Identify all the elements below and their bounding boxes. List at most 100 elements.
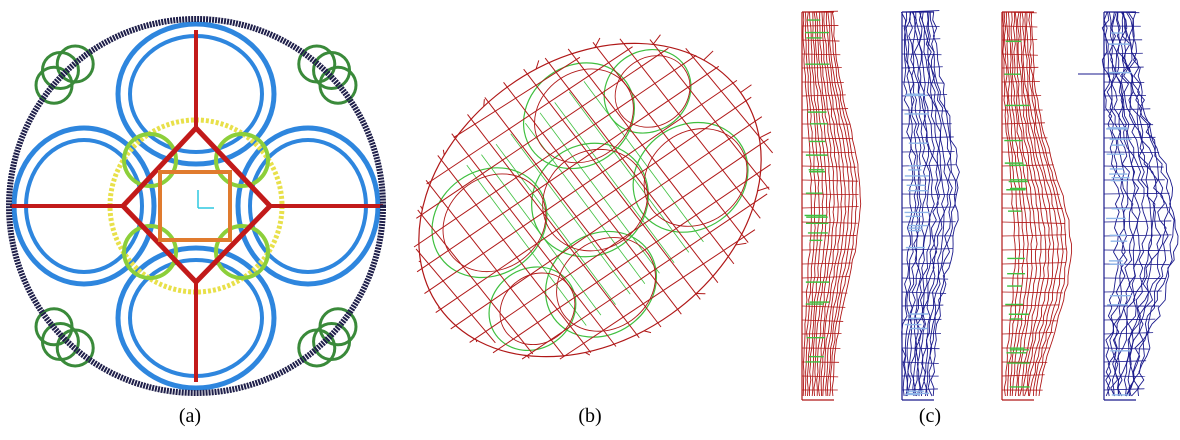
c3-strand-7: [1017, 11, 1047, 397]
c2-strand-13: [930, 11, 960, 397]
c3-tie-54: [1001, 53, 1038, 56]
grid-line-v-15: [453, 56, 581, 138]
inner-arc-3: [122, 132, 178, 188]
c2-strand-4: [910, 11, 927, 397]
cusp-arc-0-2: [318, 65, 358, 105]
grid-line-v-22: [450, 116, 763, 330]
rim-spike-17: [703, 50, 714, 61]
c1-tie-292: [801, 291, 848, 294]
green-grid-27: [466, 164, 587, 326]
rim-spike-3: [735, 242, 747, 246]
grid-line-v-20: [424, 79, 738, 295]
c1-tie-180: [801, 179, 859, 182]
grid-line-v-18: [413, 54, 697, 248]
green-grid-35: [583, 81, 704, 243]
c2-tie-40: [901, 38, 941, 41]
inner-arc-2: [122, 224, 178, 280]
grid-line-v-16: [426, 46, 633, 185]
c4-strand-8: [1121, 11, 1156, 397]
c1-tie-264: [801, 262, 853, 265]
c1-strand-11: [827, 11, 854, 397]
c3-tie-264: [1001, 262, 1067, 265]
c1-tie-208: [801, 206, 859, 209]
c2-tie-82: [901, 81, 945, 84]
c3-tie-236: [1001, 234, 1067, 237]
outer-ellipse: [418, 42, 762, 358]
panel-c-side-views: [790, 0, 1180, 410]
c1-strand-5: [813, 11, 832, 397]
rib-diamond: [119, 124, 274, 286]
grid-line-u-6: [484, 97, 662, 328]
side-views-drawing: [801, 10, 1179, 401]
c2-tie-348: [901, 347, 940, 350]
panel-b-wireframe-3d: [400, 0, 780, 400]
c1-tie-306: [801, 305, 846, 308]
c1-tie-194: [801, 193, 859, 195]
c4-tie-278: [1103, 277, 1167, 279]
caption-c: (c): [918, 405, 942, 427]
c1-tie-110: [801, 108, 849, 111]
rim-spike-0: [740, 84, 752, 93]
c3-strand-2: [1005, 11, 1025, 397]
grid-line-v-24: [492, 163, 771, 354]
c2-tie-306: [901, 304, 944, 307]
grid-line-u-10: [567, 48, 735, 265]
c2-tie-264: [901, 262, 951, 265]
c4-tie-68: [1103, 66, 1144, 69]
c1-tie-54: [801, 53, 841, 56]
c3-tie-250: [1001, 248, 1067, 251]
c1-tie-40: [801, 39, 840, 42]
c4-tie-334: [1103, 332, 1154, 335]
c1-strand-6: [815, 11, 835, 397]
c2-strand-8: [918, 11, 942, 397]
grid-line-u-8: [523, 68, 701, 300]
outer-cusps: [34, 44, 358, 368]
cusp-arc-3-2: [55, 44, 95, 84]
c3-tie-320: [1001, 319, 1057, 322]
c2-strand-10: [923, 11, 950, 397]
c1-strand-7: [817, 11, 839, 397]
c3-strand-4: [1010, 11, 1033, 397]
c3-tie-68: [1001, 66, 1039, 69]
c4-strand-1: [1103, 11, 1126, 397]
c1-tie-320: [801, 319, 844, 322]
side-view-1-red: [801, 10, 862, 401]
c2-strand-7: [915, 11, 939, 397]
c2-strand-2: [905, 12, 920, 397]
green-grid-28: [481, 154, 602, 316]
radial-ribs: [10, 30, 383, 382]
grid-line-u-13: [649, 39, 770, 190]
green-grid-30: [510, 133, 631, 295]
c4-strand-5: [1115, 11, 1141, 397]
cusp-arc-2-2: [34, 307, 74, 347]
green-grid-29: [495, 143, 616, 305]
c2-strand-1: [903, 11, 917, 397]
grid-line-u-1: [417, 209, 534, 355]
c1-strand-3: [808, 11, 824, 397]
c1-strand-8: [820, 11, 843, 397]
cusp-ornament-3: [34, 44, 95, 105]
lobe-ellipse-red-2: [643, 128, 748, 227]
grid-line-u-11: [592, 42, 749, 243]
c2-tie-194: [901, 193, 957, 196]
c4-tie-320: [1103, 318, 1156, 321]
c1-tie-222: [801, 221, 858, 224]
caption-a: (a): [178, 405, 202, 427]
c3-tie-334: [1001, 332, 1054, 335]
c1-strand-13: [831, 11, 862, 397]
c1-tie-166: [801, 165, 857, 168]
inner-ring: [107, 117, 285, 295]
rim-spike-12: [442, 149, 445, 156]
rim-spike-1: [759, 131, 772, 139]
c4-tie-250: [1103, 249, 1170, 252]
lobe-outer-2: [115, 245, 277, 391]
c2-tie-152: [901, 150, 955, 153]
c3-tie-278: [1001, 277, 1065, 280]
lobe-ellipse-5: [488, 266, 577, 352]
c2-tie-54: [901, 53, 942, 56]
lobe-outer-0: [115, 21, 277, 167]
c2-tie-390: [901, 388, 938, 391]
grid-line-v-26: [559, 229, 756, 360]
rim-spike-9: [438, 307, 440, 309]
rim-spike-7: [526, 355, 530, 359]
